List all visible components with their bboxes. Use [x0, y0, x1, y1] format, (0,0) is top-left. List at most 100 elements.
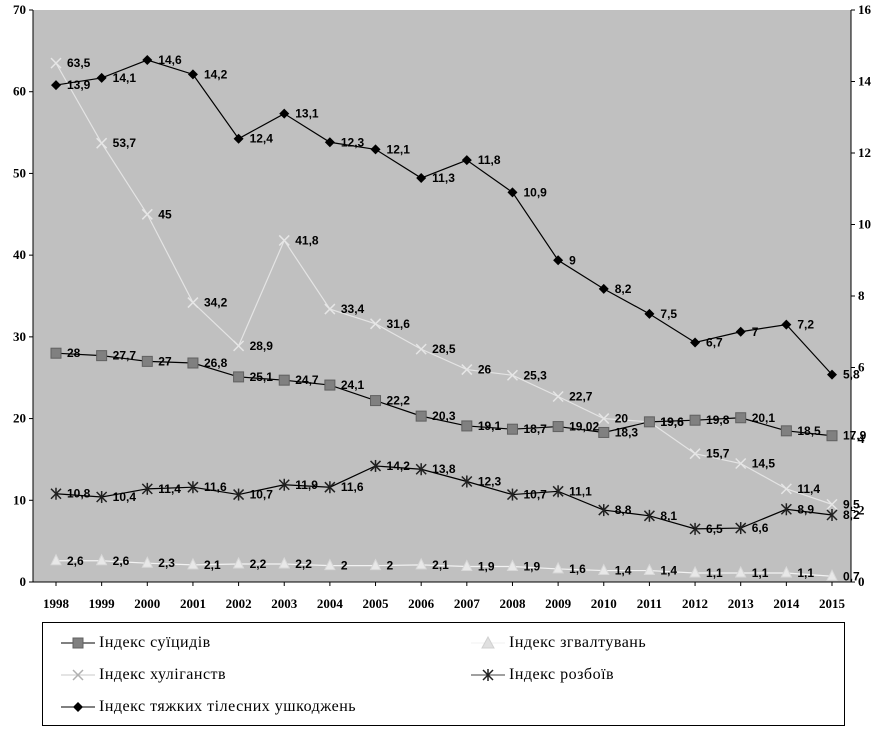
asterisk-marker: [278, 478, 290, 491]
data-label: 10,8: [67, 487, 91, 501]
x-marker: [187, 297, 199, 309]
triangle-marker: [597, 563, 610, 576]
x-tick-label: 2015: [819, 596, 846, 611]
data-label: 15,7: [706, 447, 730, 461]
data-label: 33,4: [341, 302, 365, 316]
legend-label: Індекс розбоїв: [509, 666, 615, 683]
data-label: 25,1: [250, 370, 274, 384]
triangle-marker: [369, 558, 382, 571]
series-asterisk: [50, 459, 838, 535]
data-label: 12,3: [341, 135, 365, 149]
right-tick-label: 8: [858, 288, 865, 303]
asterisk-marker: [461, 475, 473, 488]
asterisk-marker: [643, 509, 655, 522]
data-label: 2,3: [158, 556, 175, 570]
data-label: 1,9: [478, 559, 495, 573]
data-label: 2: [341, 559, 348, 573]
data-label: 2,6: [113, 554, 130, 568]
data-label: 10,9: [523, 185, 547, 199]
data-label: 2,1: [432, 558, 449, 572]
triangle-marker: [689, 565, 701, 578]
triangle-marker: [734, 565, 747, 578]
data-label: 53,7: [113, 136, 137, 150]
data-label: 9,5: [843, 497, 860, 511]
asterisk-marker: [96, 491, 108, 504]
square-marker: [96, 350, 108, 362]
diamond-marker: [324, 137, 335, 148]
data-label: 0,7: [843, 569, 860, 583]
series-line: [55, 59, 833, 376]
data-label: 11,1: [569, 484, 592, 498]
left-tick-label: 20: [13, 411, 26, 426]
x-marker: [50, 57, 62, 69]
x-marker: [415, 343, 427, 355]
asterisk-marker: [506, 488, 519, 501]
triangle-marker: [324, 558, 336, 571]
data-label: 20,3: [432, 409, 456, 423]
legend-marker-diamond: [61, 702, 95, 712]
asterisk-marker: [324, 481, 336, 494]
square-marker: [278, 374, 290, 386]
series-square: [50, 347, 838, 442]
x-marker: [598, 413, 610, 425]
legend-marker-triangle: [471, 636, 505, 649]
left-tick-label: 70: [13, 2, 26, 17]
data-label: 19,1: [478, 419, 502, 433]
asterisk-marker: [187, 481, 199, 494]
data-label: 13,9: [67, 78, 91, 92]
data-label: 17,9: [843, 429, 867, 443]
x-marker: [552, 390, 564, 403]
left-tick-label: 60: [13, 84, 26, 99]
square-marker: [461, 420, 473, 432]
data-label: 8,8: [615, 503, 632, 517]
x-tick-label: 1998: [43, 596, 70, 611]
x-tick-label: 2012: [682, 596, 708, 611]
x-tick-label: 2007: [454, 596, 481, 611]
data-label: 2,2: [295, 557, 312, 571]
data-label: 20: [615, 412, 629, 426]
data-label: 11,6: [204, 480, 227, 494]
data-label: 25,3: [523, 368, 547, 382]
left-tick-label: 40: [13, 247, 26, 262]
triangle-marker: [506, 559, 519, 571]
triangle-marker: [552, 561, 564, 574]
diamond-marker: [96, 72, 107, 83]
asterisk-marker: [689, 522, 701, 535]
asterisk-marker: [369, 459, 382, 472]
data-label: 13,1: [295, 107, 319, 121]
legend-marker-square: [61, 637, 95, 649]
data-label: 11,3: [432, 171, 455, 185]
data-label: 8,1: [660, 509, 677, 523]
series-line: [56, 560, 833, 577]
data-label: 8,2: [843, 508, 860, 522]
square-marker: [780, 425, 792, 437]
data-label: 14,2: [387, 459, 411, 473]
data-label: 45: [158, 207, 172, 221]
triangle-marker: [780, 565, 793, 578]
data-label: 19,8: [706, 413, 730, 427]
right-tick-label: 12: [858, 145, 871, 160]
series-diamond: [51, 55, 837, 380]
triangle-marker: [643, 563, 656, 576]
data-label: 18,3: [615, 425, 639, 439]
right-tick-label: 14: [858, 74, 872, 89]
x-tick-label: 2009: [545, 596, 572, 611]
diamond-marker: [553, 255, 564, 266]
diamond-marker: [142, 55, 153, 66]
data-label: 1,4: [615, 564, 632, 578]
triangle-marker: [232, 556, 245, 569]
triangle-marker: [826, 569, 838, 581]
right-tick-label: 10: [858, 217, 871, 232]
diamond-marker: [735, 326, 746, 337]
x-marker: [278, 234, 290, 246]
data-label: 5,8: [843, 368, 860, 382]
square-marker: [233, 371, 245, 383]
data-label: 11,8: [478, 153, 501, 167]
legend: Індекс суїцидів Індекс згвалтувань Індек…: [42, 622, 845, 726]
legend-item-injuries: Індекс тяжких тілесних ушкоджень: [61, 696, 356, 718]
data-label: 11,4: [158, 482, 181, 496]
data-label: 13,8: [432, 462, 456, 476]
x-tick-label: 2006: [408, 596, 435, 611]
asterisk-marker: [735, 522, 747, 535]
